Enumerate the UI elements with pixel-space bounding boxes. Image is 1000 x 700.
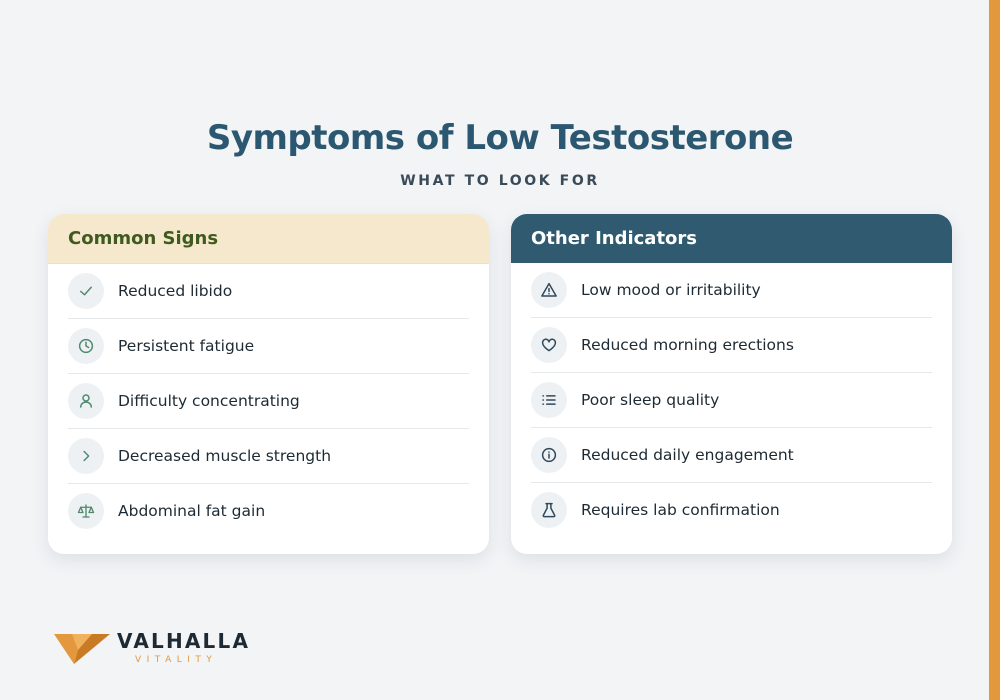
check-icon <box>68 273 104 309</box>
card-heading: Common Signs <box>48 214 489 264</box>
scale-icon <box>68 493 104 529</box>
list-item: Reduced morning erections <box>531 318 932 373</box>
person-icon <box>68 383 104 419</box>
warning-icon <box>531 272 567 308</box>
list-item-label: Abdominal fat gain <box>118 502 266 520</box>
list-item: Reduced libido <box>68 264 469 319</box>
list-item-label: Persistent fatigue <box>118 337 255 355</box>
list-item-label: Poor sleep quality <box>581 391 720 409</box>
brand-logo: VALHALLA VITALITY <box>54 630 250 665</box>
list-item: Requires lab confirmation <box>531 483 932 537</box>
logo-tagline: VITALITY <box>135 655 218 665</box>
list-item-label: Low mood or irritability <box>581 281 761 299</box>
list-item: Reduced daily engagement <box>531 428 932 483</box>
list-item-label: Decreased muscle strength <box>118 447 332 465</box>
list-item-label: Reduced daily engagement <box>581 446 794 464</box>
common-signs-card: Common Signs Reduced libido Persistent f… <box>48 214 489 554</box>
page-subtitle: WHAT TO LOOK FOR <box>400 173 600 189</box>
chevron-right-icon <box>68 438 104 474</box>
list-item-label: Reduced morning erections <box>581 336 794 354</box>
list-item: Poor sleep quality <box>531 373 932 428</box>
other-indicators-card: Other Indicators Low mood or irritabilit… <box>511 214 952 554</box>
list-item-label: Reduced libido <box>118 282 233 300</box>
list-item: Persistent fatigue <box>68 319 469 374</box>
flask-icon <box>531 492 567 528</box>
list-item: Decreased muscle strength <box>68 429 469 484</box>
list-icon <box>531 382 567 418</box>
list-item: Difficulty concentrating <box>68 374 469 429</box>
clock-icon <box>68 328 104 364</box>
page-title: Symptoms of Low Testosterone <box>206 118 794 158</box>
logo-name: VALHALLA <box>117 629 251 653</box>
card-heading: Other Indicators <box>511 214 952 263</box>
indicator-list: Low mood or irritability Reduced morning… <box>511 263 952 537</box>
list-item: Low mood or irritability <box>531 263 932 318</box>
accent-bar <box>989 0 1000 700</box>
info-icon <box>531 437 567 473</box>
heart-icon <box>531 327 567 363</box>
list-item: Abdominal fat gain <box>68 484 469 538</box>
list-item-label: Requires lab confirmation <box>581 501 780 519</box>
logo-mark-icon <box>54 634 110 664</box>
symptom-list: Reduced libido Persistent fatigue Diffic… <box>48 264 489 538</box>
logo-text: VALHALLA VITALITY <box>117 630 250 665</box>
list-item-label: Difficulty concentrating <box>118 392 300 410</box>
